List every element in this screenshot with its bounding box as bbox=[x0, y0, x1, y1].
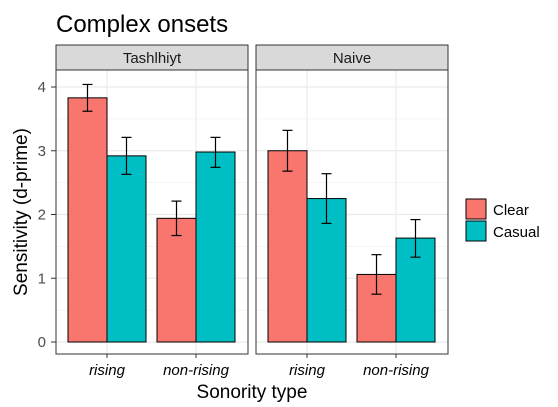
facet-strip-label: Naive bbox=[333, 50, 371, 67]
facet-panel-naive: rising non-rising Naive bbox=[255, 44, 449, 379]
x-tick-label: rising bbox=[289, 362, 326, 379]
y-tick-label: 4 bbox=[38, 79, 46, 96]
bar-clear-non-rising bbox=[156, 217, 197, 343]
facet-strip bbox=[255, 44, 449, 71]
legend: Clear Casual bbox=[465, 198, 540, 242]
y-tick-label: 3 bbox=[38, 143, 46, 160]
y-tick-label: 0 bbox=[38, 334, 46, 351]
x-axis-label: Sonority type bbox=[197, 382, 308, 402]
x-tick-label: non-rising bbox=[163, 362, 230, 379]
bar-clear-rising bbox=[67, 97, 108, 343]
legend-label-casual: Casual bbox=[493, 224, 540, 241]
bar-casual-non-rising bbox=[195, 151, 236, 343]
y-tick-label: 1 bbox=[38, 270, 46, 287]
legend-swatch-casual bbox=[465, 220, 487, 242]
chart-title: Complex onsets bbox=[56, 11, 228, 38]
legend-label-clear: Clear bbox=[493, 202, 529, 219]
y-axis-label: Sensitivity (d-prime) bbox=[11, 128, 32, 296]
x-tick-label: non-rising bbox=[363, 362, 430, 379]
facet-panel-tashlhiyt: rising non-rising Tashlhiyt bbox=[55, 44, 249, 379]
bar-clear-rising bbox=[267, 150, 308, 343]
facet-strip-label: Tashlhiyt bbox=[123, 50, 182, 67]
y-tick-label: 2 bbox=[38, 207, 46, 224]
x-tick-label: rising bbox=[89, 362, 126, 379]
facet-strip bbox=[55, 44, 249, 71]
bar-casual-rising bbox=[106, 155, 147, 343]
legend-swatch-clear bbox=[465, 198, 487, 220]
